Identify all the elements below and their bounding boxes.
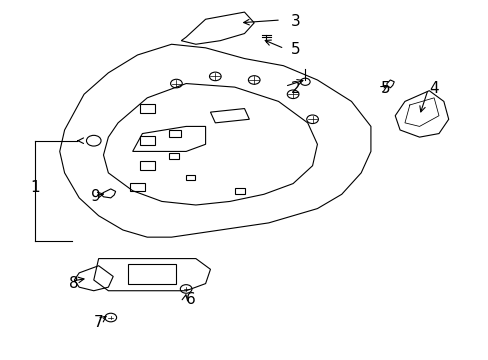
Text: 2: 2 [290,81,300,96]
Text: 8: 8 [69,276,79,291]
Bar [140,104,154,113]
Text: 5: 5 [380,81,389,96]
Bar [169,130,181,137]
Bar [140,136,154,145]
Bar [127,264,176,284]
Bar [169,153,179,158]
Bar [234,188,245,194]
Bar [140,161,154,170]
Text: 1: 1 [30,180,40,195]
Text: 3: 3 [290,14,300,28]
Text: 6: 6 [186,292,196,307]
Text: 7: 7 [94,315,103,330]
Bar [186,175,195,180]
Text: 9: 9 [91,189,101,203]
Text: 5: 5 [290,42,300,57]
Text: 4: 4 [428,81,438,96]
Bar [130,183,144,192]
